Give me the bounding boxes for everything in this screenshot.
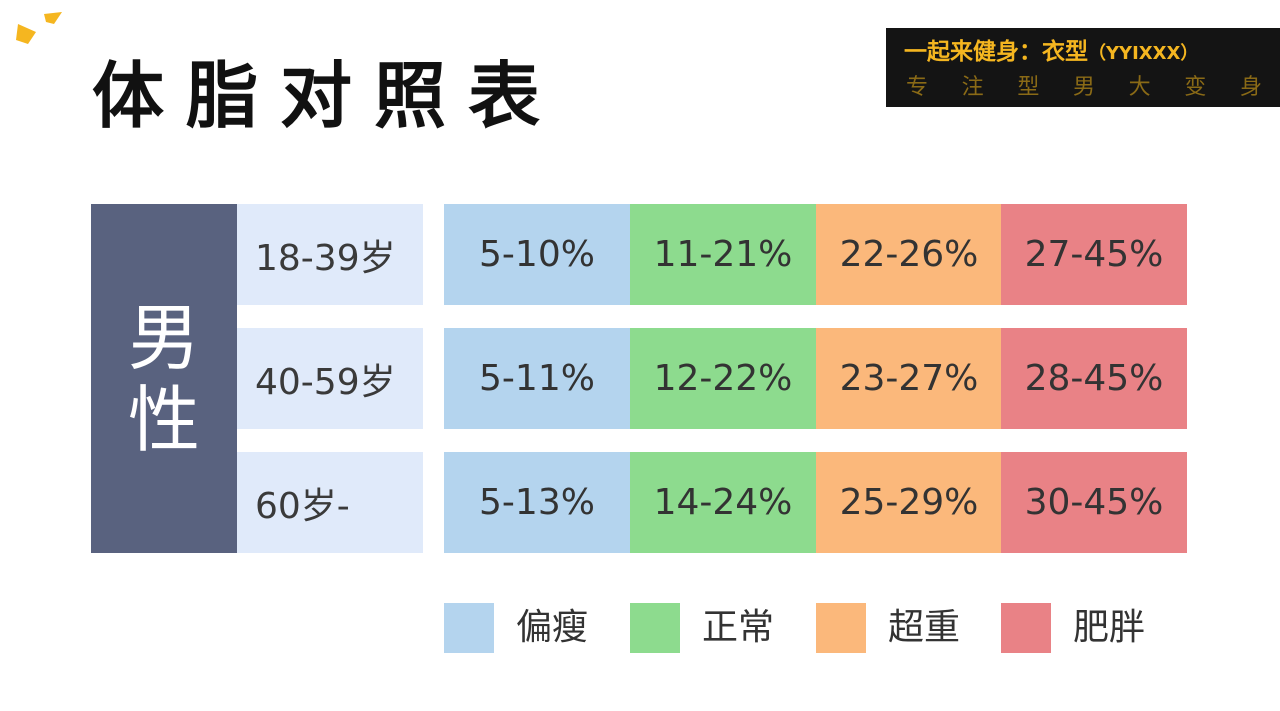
brand-name-main: 一起来健身：衣型: [904, 39, 1088, 65]
slogan-char: 大: [1128, 75, 1151, 100]
slogan-char: 男: [1072, 75, 1095, 100]
range-cell: 14-24%: [630, 452, 816, 553]
slogan-char: 型: [1017, 75, 1040, 100]
gender-block: 男性: [91, 204, 237, 553]
gender-label: 男性: [127, 295, 200, 462]
brand-slogan: 专注型男大变身: [906, 74, 1262, 102]
slogan-char: 变: [1184, 75, 1207, 100]
range-cell: 25-29%: [816, 452, 1002, 553]
range-cell: 5-11%: [444, 328, 630, 429]
range-cell: 22-26%: [816, 204, 1002, 305]
legend-label: 肥胖: [1073, 607, 1146, 648]
legend-label: 偏瘦: [516, 607, 589, 648]
range-cell: 28-45%: [1001, 328, 1187, 429]
age-cell: 18-39岁: [237, 204, 423, 305]
page-title: 体脂对照表: [92, 54, 563, 138]
brand-name: 一起来健身：衣型（YYIXXX）: [904, 37, 1274, 69]
range-cell: 5-13%: [444, 452, 630, 553]
range-cell: 11-21%: [630, 204, 816, 305]
legend-swatch: [444, 603, 494, 653]
legend-swatch: [630, 603, 680, 653]
slogan-char: 身: [1239, 75, 1262, 100]
legend-swatch: [816, 603, 866, 653]
legend-swatch: [1001, 603, 1051, 653]
age-cell: 60岁-: [237, 452, 423, 553]
brand-name-id: （YYIXXX）: [1088, 43, 1199, 64]
range-cell: 27-45%: [1001, 204, 1187, 305]
range-cell: 5-10%: [444, 204, 630, 305]
brand-banner: 一起来健身：衣型（YYIXXX） 专 注 型 男 大 变 身: [886, 28, 1280, 107]
age-cell: 40-59岁: [237, 328, 423, 429]
legend-label: 超重: [888, 607, 961, 648]
legend-label: 正常: [702, 607, 775, 648]
slogan-char: 专: [906, 75, 929, 100]
range-cell: 12-22%: [630, 328, 816, 429]
slogan-char: 注: [961, 75, 984, 100]
range-cell: 23-27%: [816, 328, 1002, 429]
corner-logo-icon: [16, 12, 62, 44]
range-cell: 30-45%: [1001, 452, 1187, 553]
